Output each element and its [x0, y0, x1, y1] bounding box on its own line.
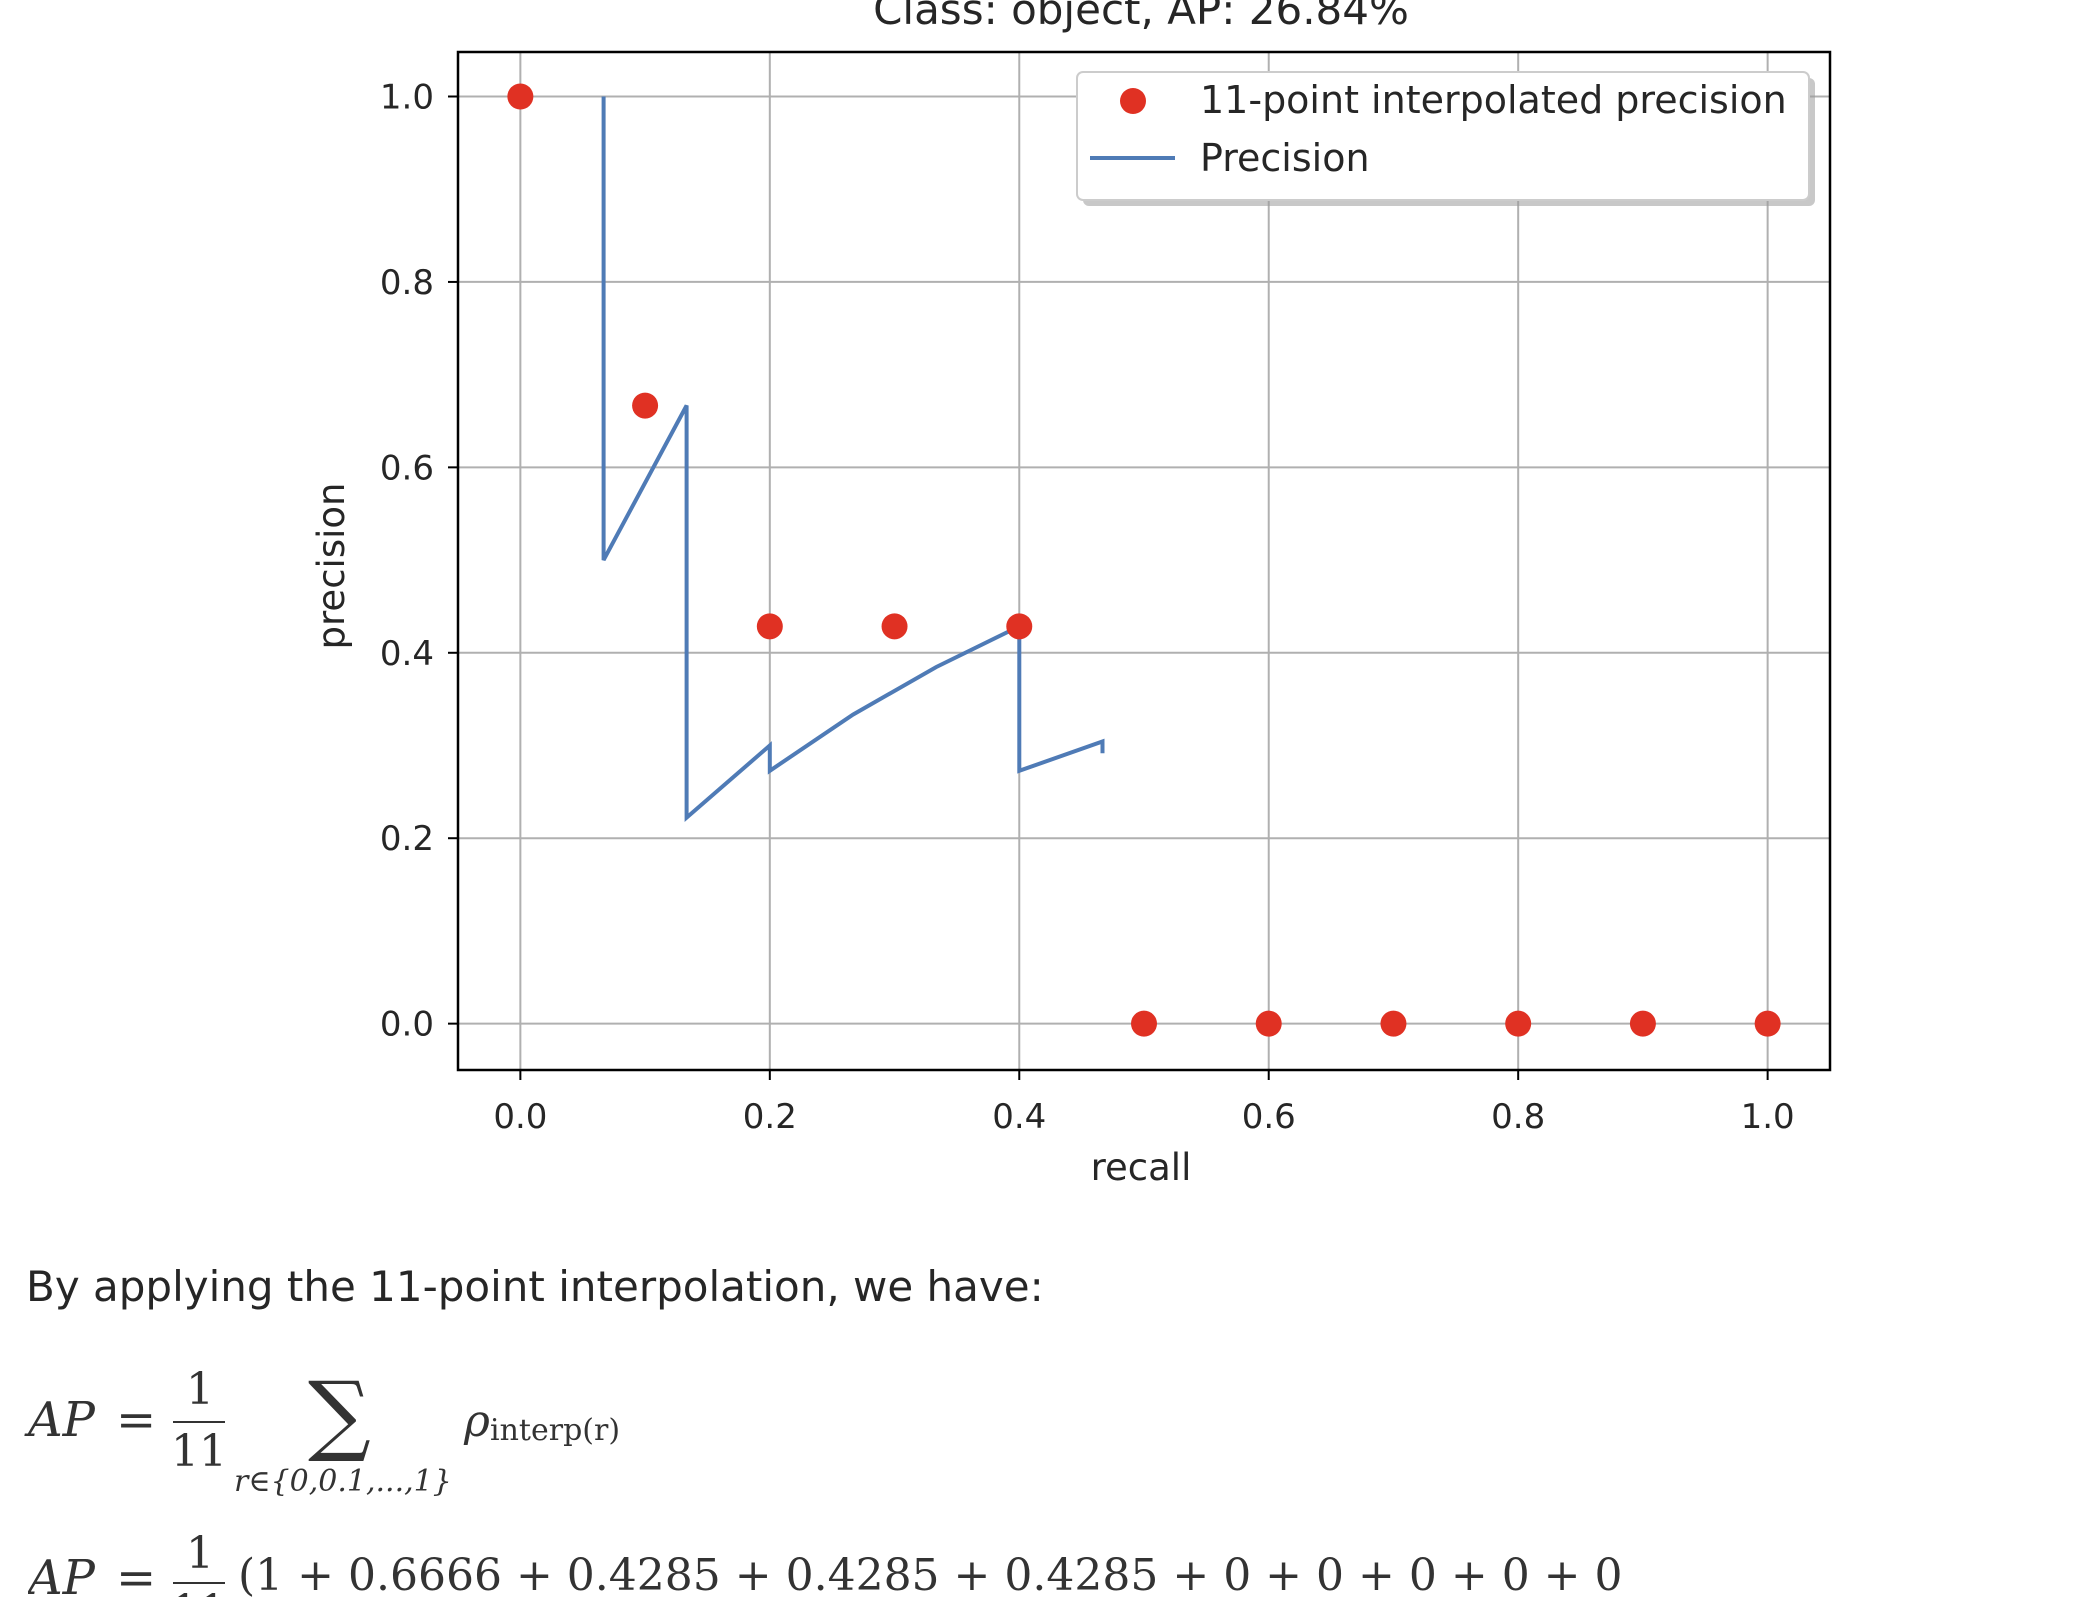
y-tick-label: 0.4	[380, 634, 434, 674]
grid-lines	[458, 52, 1830, 1070]
interpolated-point	[507, 83, 534, 110]
y-axis-label: precision	[310, 483, 353, 650]
interpolated-point	[1629, 1010, 1656, 1037]
eq1-sum-subscript: r∈{0,0.1,...,1}	[234, 1464, 452, 1499]
eq2-sum-expression: (1 + 0.6666 + 0.4285 + 0.4285 + 0.4285 +…	[238, 1550, 1628, 1597]
y-tick-label: 0.2	[380, 819, 434, 859]
legend-box	[1076, 71, 1810, 201]
eq1-equals: =	[116, 1392, 157, 1448]
explanation-paragraph: By applying the 11-point interpolation, …	[26, 1262, 1044, 1311]
y-tick-label: 1.0	[380, 78, 434, 118]
interpolated-point	[881, 613, 908, 640]
chart-title: Class: object, AP: 26.84%	[873, 0, 1409, 34]
y-tick-label: 0.6	[380, 448, 434, 488]
interpolated-point	[1505, 1010, 1532, 1037]
x-tick-label: 0.2	[743, 1097, 797, 1137]
legend-label-interpolated: 11-point interpolated precision	[1200, 78, 1787, 122]
interpolated-point	[1255, 1010, 1282, 1037]
interpolated-point	[1006, 613, 1033, 640]
legend: 11-point interpolated precision Precisio…	[1076, 71, 1815, 206]
eq2-lhs-var: AP	[28, 1550, 95, 1597]
x-axis-ticks: 0.0 0.2 0.4 0.6 0.8 1.0	[493, 1070, 1795, 1137]
legend-label-precision: Precision	[1200, 136, 1370, 180]
equation-ap-computation: AP = 1 11 (1 + 0.6666 + 0.4285 + 0.4285 …	[28, 1532, 1628, 1597]
eq2-equals: =	[116, 1550, 157, 1597]
x-axis-label: recall	[1091, 1146, 1192, 1189]
x-tick-label: 0.8	[1491, 1097, 1545, 1137]
interpolated-point	[1754, 1010, 1781, 1037]
eq2-fraction-numerator: 1	[186, 1532, 214, 1579]
x-tick-label: 1.0	[1741, 1097, 1795, 1137]
equation-ap-definition: AP = 1 11 ∑ r∈{0,0.1,...,1} ρ interp(r)	[28, 1362, 728, 1512]
eq2-fraction-denominator: 11	[171, 1590, 227, 1597]
precision-recall-figure: Class: object, AP: 26.84% 0.0 0.2 0.4 0.6 0.…	[310, 0, 1832, 1189]
interpolated-points	[507, 83, 1781, 1037]
eq1-fraction-denominator: 11	[171, 1426, 227, 1477]
x-tick-label: 0.6	[1242, 1097, 1296, 1137]
interpolated-point	[756, 613, 783, 640]
y-axis-ticks: 0.0 0.2 0.4 0.6 0.8 1.0	[380, 78, 458, 1045]
eq1-fraction-bar	[173, 1421, 225, 1423]
interpolated-point	[1380, 1010, 1407, 1037]
y-tick-label: 0.0	[380, 1005, 434, 1045]
plot-area-frame	[456, 50, 1832, 1072]
eq1-rho-subscript: interp(r)	[490, 1413, 621, 1448]
x-tick-label: 0.4	[992, 1097, 1046, 1137]
eq1-fraction-numerator: 1	[186, 1364, 214, 1415]
eq1-sigma: ∑	[308, 1362, 371, 1465]
eq1-lhs-var: AP	[28, 1392, 95, 1448]
interpolated-point	[632, 392, 659, 419]
precision-line	[601, 96, 1105, 822]
eq2-fraction-bar	[173, 1582, 225, 1584]
x-tick-label: 0.0	[493, 1097, 547, 1137]
eq1-rho: ρ	[464, 1396, 490, 1447]
y-tick-label: 0.8	[380, 263, 434, 303]
legend-point-marker	[1120, 88, 1146, 114]
interpolated-point	[1131, 1010, 1157, 1037]
